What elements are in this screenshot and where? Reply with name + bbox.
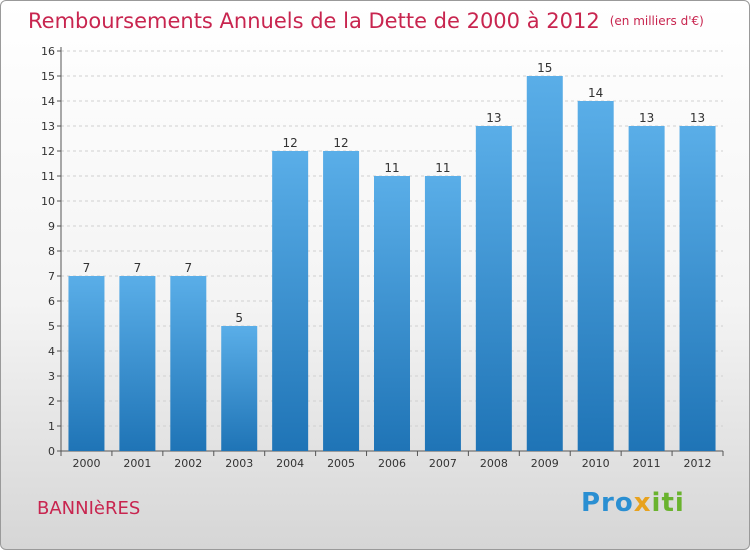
bar-2005 [323,151,360,451]
bar-2010 [577,101,614,451]
data-label-2003: 5 [235,311,243,325]
y-tick-label: 11 [41,170,55,183]
x-tick-label-2012: 2012 [684,457,712,470]
data-label-2005: 12 [333,136,348,150]
x-tick-label-2005: 2005 [327,457,355,470]
y-tick-label: 3 [48,370,55,383]
chart-unit: (en milliers d'€) [609,14,704,28]
x-tick-label-2000: 2000 [72,457,100,470]
logo-part-3: iti [651,488,685,518]
data-labels: 7 7 7 5 12 12 11 11 13 15 14 13 13 [83,61,706,325]
x-tick-label-2007: 2007 [429,457,457,470]
x-tick-label-2003: 2003 [225,457,253,470]
data-label-2002: 7 [184,261,192,275]
x-tick-label-2002: 2002 [174,457,202,470]
y-tick-label: 15 [41,70,55,83]
bars [68,76,716,451]
chart-title-text: Remboursements Annuels de la Dette de 20… [28,9,600,33]
y-tick-label: 9 [48,220,55,233]
x-tick-label-2008: 2008 [480,457,508,470]
y-tick-label: 7 [48,270,55,283]
bar-2003 [221,326,258,451]
bar-2000 [68,276,105,451]
y-tick-label: 6 [48,295,55,308]
logo-part-1: Pro [581,488,634,518]
bar-2012 [679,126,716,451]
data-label-2012: 13 [690,111,705,125]
chart-title: Remboursements Annuels de la Dette de 20… [28,9,704,33]
bar-2007 [424,176,461,451]
x-tick-label-2011: 2011 [633,457,661,470]
x-tick-label-2001: 2001 [123,457,151,470]
y-tick-label: 10 [41,195,55,208]
data-label-2008: 13 [486,111,501,125]
data-label-2004: 12 [283,136,298,150]
y-tick-label: 13 [41,120,55,133]
data-label-2001: 7 [134,261,142,275]
y-tick-label: 0 [48,445,55,458]
data-label-2007: 11 [435,161,450,175]
y-tick-label: 2 [48,395,55,408]
bar-2002 [170,276,207,451]
y-tick-label: 12 [41,145,55,158]
bar-2011 [628,126,665,451]
x-tick-label-2010: 2010 [582,457,610,470]
x-tick-label-2004: 2004 [276,457,304,470]
data-label-2006: 11 [384,161,399,175]
bar-2001 [119,276,156,451]
data-label-2000: 7 [83,261,91,275]
commune-name: BANNIèRES [37,498,141,519]
y-tick-label: 8 [48,245,55,258]
y-tick-label: 5 [48,320,55,333]
y-tick-label: 4 [48,345,55,358]
data-label-2010: 14 [588,86,603,100]
y-tick-label: 1 [48,420,55,433]
x-tick-labels: 2000 2001 2002 2003 2004 2005 2006 2007 2008 2009… [72,457,711,470]
x-tick-label-2006: 2006 [378,457,406,470]
proxiti-logo: Proxiti [581,488,685,518]
data-label-2009: 15 [537,61,552,75]
bar-2006 [374,176,410,451]
data-label-2011: 13 [639,111,654,125]
x-tick-label-2009: 2009 [531,457,559,470]
y-tick-label: 14 [41,95,55,108]
bar-2009 [526,76,563,451]
bar-2004 [272,151,309,451]
y-tick-label: 16 [41,45,55,58]
bar-2008 [475,126,512,451]
logo-part-2: x [633,488,652,518]
